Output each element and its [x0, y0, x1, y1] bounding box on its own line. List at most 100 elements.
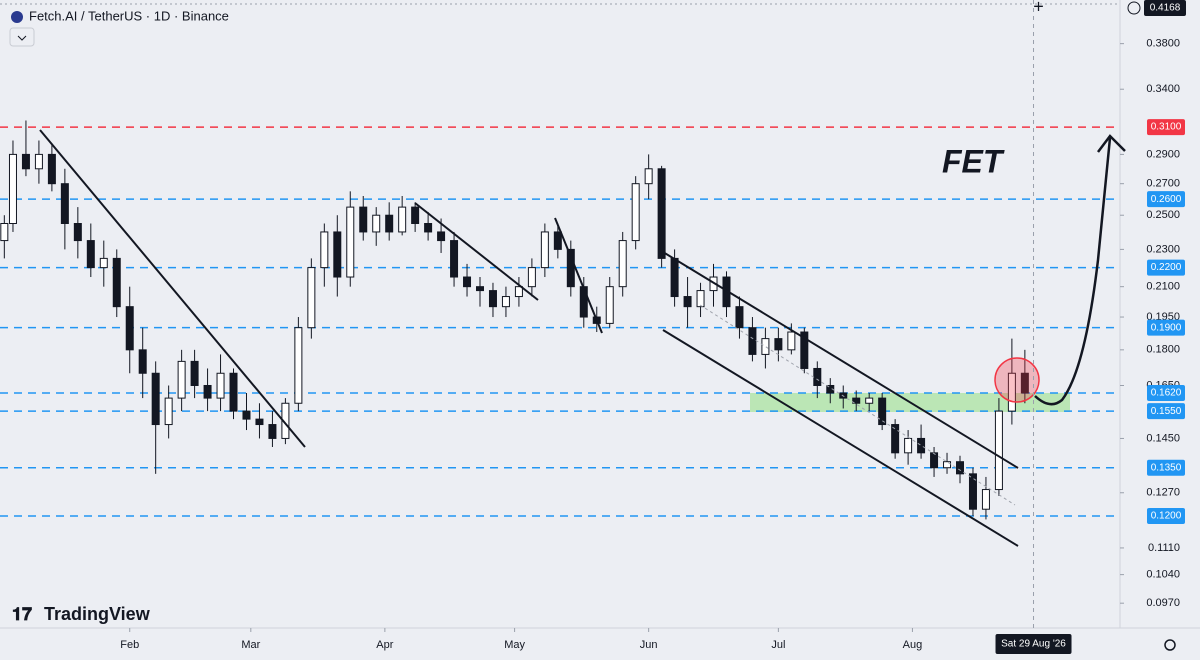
candle-body	[631, 183, 640, 242]
crosshair-time-label: Sat 29 Aug '26	[1001, 639, 1066, 650]
candle-body	[981, 489, 990, 510]
candle-body	[540, 231, 549, 269]
candle-body	[605, 286, 614, 324]
levels	[0, 126, 1120, 517]
candle-body	[852, 397, 861, 404]
arrow-head	[1097, 134, 1126, 153]
candle-body	[917, 437, 926, 454]
candle-body	[787, 331, 796, 351]
candle-body	[21, 153, 30, 170]
collapse-button[interactable]	[9, 27, 35, 47]
candle-body	[385, 214, 394, 233]
candle-body	[1020, 372, 1029, 394]
candle-body	[450, 240, 459, 278]
candle-body	[1007, 372, 1016, 412]
candle-body	[566, 248, 575, 288]
candle-body	[229, 372, 238, 412]
candle-body	[242, 410, 251, 420]
trendline	[554, 217, 603, 334]
level-label: 0.1350	[1151, 462, 1182, 473]
candle-body	[320, 231, 329, 269]
candle-body	[930, 452, 939, 469]
candle-body	[216, 372, 225, 399]
crosshair-price-label: 0.4168	[1150, 3, 1181, 14]
candle-body	[463, 276, 472, 288]
candle-body	[8, 153, 17, 224]
x-tick-label: Aug	[903, 639, 923, 651]
symbol-icon	[11, 11, 23, 23]
candle-body	[47, 153, 56, 185]
x-tick-label: Jun	[640, 639, 658, 651]
candle-body	[411, 206, 420, 224]
level-label: 0.1200	[1151, 511, 1182, 522]
candle-body	[956, 461, 964, 475]
y-tick-label: 0.1800	[1146, 344, 1180, 356]
y-tick-label: 0.3400	[1146, 83, 1180, 95]
candle-body	[800, 331, 809, 369]
candle-body	[943, 461, 952, 469]
y-tick-label: 0.2500	[1146, 209, 1180, 221]
candle-body	[177, 360, 186, 399]
candle-body	[761, 338, 770, 355]
candle-body	[0, 222, 9, 242]
candle-body	[307, 267, 316, 329]
level-label-box	[1147, 119, 1185, 136]
candle-body	[151, 372, 160, 426]
candle-body	[99, 257, 108, 269]
candle-body	[514, 286, 523, 298]
logo-mark: 𝟏𝟕	[12, 604, 32, 624]
y-tick-label: 0.2700	[1146, 178, 1180, 190]
axes: 0.3800 0.3400 0.2900 0.2700 0.2500 0.2300 0.21…	[120, 0, 1186, 654]
projection-arrow	[1034, 137, 1112, 406]
candle-body	[190, 360, 199, 386]
level-label-box	[1147, 459, 1185, 476]
candle-body	[735, 306, 744, 329]
level-label-box	[1147, 259, 1185, 276]
y-tick-label: 0.0970	[1146, 597, 1180, 609]
level-label-box	[1147, 403, 1185, 420]
candle-body	[968, 473, 977, 510]
y-tick-label: 0.2900	[1146, 148, 1180, 160]
candle-body	[138, 349, 147, 374]
candle-body	[579, 286, 588, 318]
candle-body	[774, 338, 783, 351]
candle-body	[878, 397, 887, 426]
y-tick-label: 0.1270	[1146, 487, 1180, 499]
candles	[0, 120, 1029, 520]
level-label: 0.2600	[1151, 194, 1182, 205]
crosshair-cursor: +	[1033, 0, 1044, 17]
candle-body	[372, 214, 381, 233]
candle-body	[904, 437, 913, 454]
candle-body	[333, 231, 342, 278]
candle-body	[346, 206, 355, 278]
level-label: 0.1550	[1151, 406, 1182, 417]
candle-body	[657, 168, 666, 259]
y-tick-label: 0.2100	[1146, 281, 1180, 293]
level-label-box	[1147, 507, 1185, 524]
candle-body	[994, 410, 1003, 491]
level-label: 0.3100	[1151, 122, 1182, 133]
candle-body	[34, 153, 43, 170]
candle-body	[501, 296, 510, 308]
settings-icon[interactable]	[1164, 639, 1176, 651]
candle-body	[748, 327, 757, 355]
candle-body	[527, 267, 536, 288]
candle-body	[865, 397, 874, 404]
chart-title: Fetch.AI / TetherUS · 1D · Binance	[29, 8, 229, 23]
candle-body	[424, 222, 433, 233]
candle-body	[359, 206, 368, 233]
crosshair-price-box	[1144, 0, 1186, 16]
highlight-circle	[994, 357, 1040, 403]
candle-body	[437, 231, 446, 242]
trendlines	[39, 129, 1019, 547]
chevron	[17, 35, 27, 41]
level-label: 0.1900	[1151, 322, 1182, 333]
candle-body	[73, 222, 82, 242]
candle-body	[683, 296, 692, 308]
x-tick-label: Jul	[771, 639, 785, 651]
candle-body	[644, 168, 653, 185]
candle-body	[255, 418, 264, 426]
trendline	[414, 202, 539, 301]
candle-body	[488, 290, 497, 308]
